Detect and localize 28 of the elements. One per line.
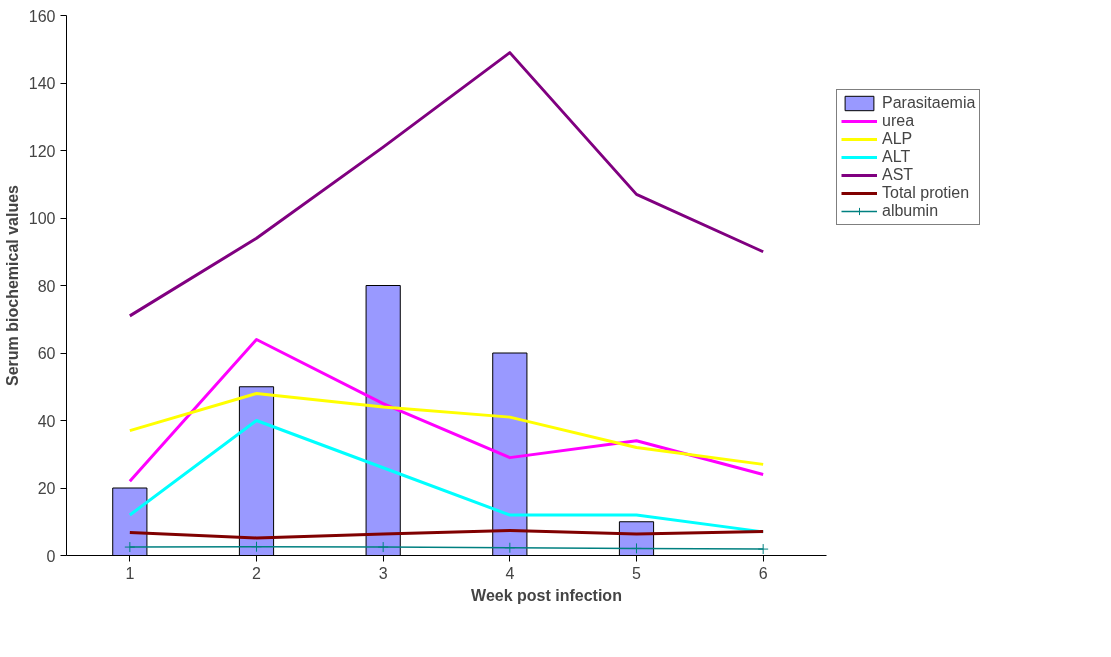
y-tick-label: 140 <box>28 75 56 92</box>
line-series <box>128 392 765 466</box>
line-series <box>128 529 765 540</box>
x-tick-label: 6 <box>758 564 768 582</box>
y-tick-label: 20 <box>37 480 56 497</box>
y-tick-label: 120 <box>28 142 56 160</box>
y-tick-label: 60 <box>37 345 56 362</box>
legend-label: ALP <box>882 130 913 148</box>
x-tick-label: 3 <box>378 564 388 582</box>
y-tick-label: 40 <box>37 412 56 430</box>
legend-label: urea <box>882 112 915 130</box>
legend-label: Parasitaemia <box>882 94 976 112</box>
y-tick-label: 0 <box>46 547 56 565</box>
legend-label: ALT <box>882 148 911 166</box>
y-tick-label: 80 <box>37 277 56 295</box>
legend-label: AST <box>882 166 914 184</box>
y-tick-label: 160 <box>28 7 56 25</box>
x-tick-label: 4 <box>505 564 515 582</box>
legend-label: albumin <box>882 202 939 220</box>
x-tick-label: 1 <box>125 564 135 582</box>
line-series <box>128 51 765 318</box>
line-series <box>128 338 765 483</box>
x-axis-title: Week post infection <box>471 586 622 604</box>
y-tick-label: 100 <box>28 210 56 227</box>
legend-label: Total protien <box>882 184 970 202</box>
x-tick-label: 5 <box>632 564 642 582</box>
y-axis-title: Serum biochemical values <box>3 184 21 386</box>
x-tick-label: 2 <box>252 564 262 582</box>
